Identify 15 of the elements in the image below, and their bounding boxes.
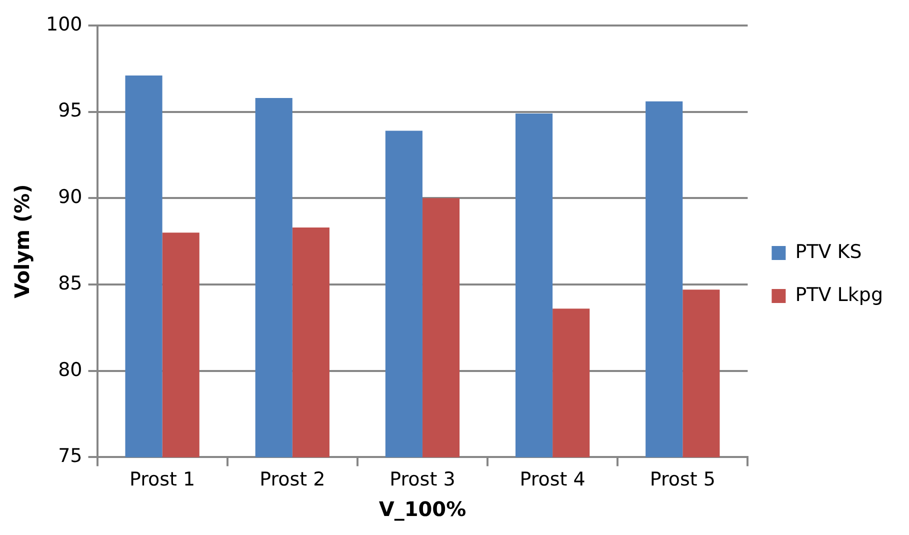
y-tick-label: 75: [58, 445, 82, 468]
x-axis-title: V_100%: [378, 497, 466, 522]
y-tick-label: 100: [46, 13, 82, 36]
y-tick-label: 95: [58, 100, 82, 122]
legend-label: PTV Lkpg: [795, 284, 883, 306]
legend-label: PTV KS: [795, 240, 862, 263]
x-tick-label: Prost 1: [129, 468, 196, 491]
y-tick-label: 80: [58, 358, 82, 381]
x-tick-label: Prost 3: [390, 468, 456, 491]
x-tick-label: Prost 4: [520, 468, 586, 491]
y-axis-title: Volym (%): [10, 184, 34, 298]
y-tick-label: 85: [58, 272, 82, 294]
x-tick-label: Prost 5: [650, 468, 716, 491]
x-tick-label: Prost 2: [260, 468, 326, 491]
y-tick-label: 90: [58, 186, 82, 208]
